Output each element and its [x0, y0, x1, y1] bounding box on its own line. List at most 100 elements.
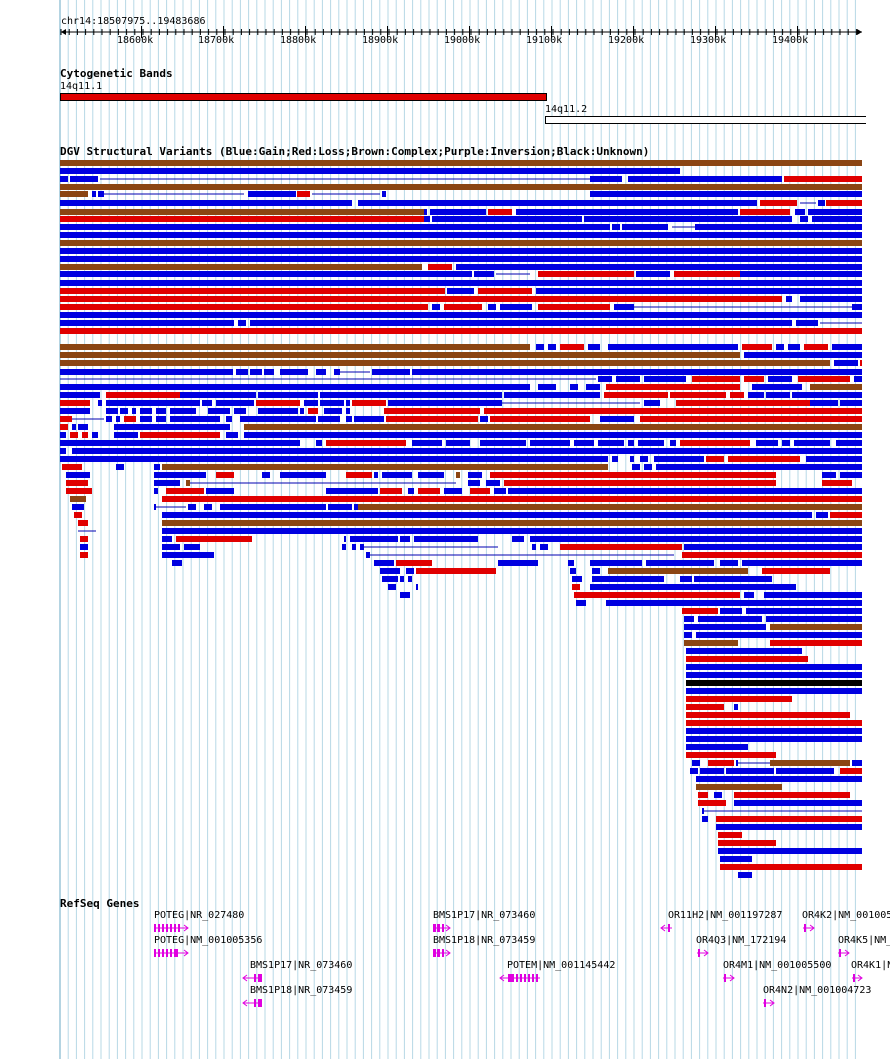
variant-bar	[674, 271, 740, 277]
variant-bar	[416, 568, 496, 574]
variant-bar	[504, 480, 776, 486]
variant-bar	[416, 584, 418, 590]
cytoband-14q11-2[interactable]	[545, 116, 866, 124]
refseq-track-title[interactable]: RefSeq Genes	[60, 897, 140, 910]
variant-row	[70, 496, 862, 502]
variant-row	[686, 744, 748, 750]
variant-bar	[490, 416, 590, 422]
variant-bar	[694, 576, 772, 582]
gene-label[interactable]: BMS1P18|NR_073459	[250, 985, 353, 996]
variant-bar	[686, 712, 850, 718]
gene-exon	[170, 924, 172, 932]
gene-label[interactable]: BMS1P17|NR_073460	[250, 960, 353, 971]
dgv-track-title[interactable]: DGV Structural Variants (Blue:Gain;Red:L…	[60, 145, 650, 158]
variant-bar	[382, 191, 386, 197]
gene-exon	[668, 924, 670, 932]
variant-bar	[430, 209, 486, 215]
variant-bar	[822, 472, 836, 478]
variant-row	[62, 464, 862, 470]
variant-bar	[444, 304, 482, 310]
variant-bar	[786, 296, 792, 302]
gene-strand-arrow	[242, 999, 248, 1007]
variant-bar	[244, 424, 862, 430]
variant-bar	[834, 360, 858, 366]
variant-row	[686, 704, 738, 710]
variant-bar	[428, 264, 452, 270]
variant-bar	[60, 296, 782, 302]
variant-bar	[720, 856, 752, 862]
variant-bar	[795, 209, 805, 215]
gene-glyph	[723, 974, 735, 982]
variant-row	[382, 576, 772, 582]
variant-bar	[216, 472, 234, 478]
gene-label[interactable]: OR4M1|NM_001005500	[723, 960, 832, 971]
gene-label[interactable]: BMS1P17|NR_073460	[433, 910, 536, 921]
variant-row	[66, 488, 862, 494]
variant-bar	[730, 392, 744, 398]
variant-bar	[70, 496, 86, 502]
gene-label[interactable]: OR4K5|NM_	[838, 935, 890, 946]
cytoband-track-title[interactable]: Cytogenetic Bands	[60, 67, 173, 80]
variant-bar	[60, 168, 680, 174]
variant-row	[60, 304, 862, 310]
gene-label[interactable]: OR11H2|NM_001197287	[668, 910, 783, 921]
variant-bar	[718, 832, 742, 838]
variant-row	[60, 168, 680, 174]
variant-bar	[116, 416, 120, 422]
variant-row	[698, 792, 850, 798]
cytoband-label: 14q11.1	[60, 81, 103, 92]
variant-bar	[676, 400, 810, 406]
variant-row	[60, 369, 862, 375]
gene-glyph	[697, 949, 709, 957]
variant-bar	[702, 816, 708, 822]
variant-bar	[236, 369, 248, 375]
cytoband-14q11-1[interactable]	[60, 93, 547, 101]
variant-bar	[156, 408, 166, 414]
tick-label: 19100k	[526, 35, 563, 46]
variant-bar	[486, 480, 500, 486]
variant-bar	[60, 392, 100, 398]
gene-label[interactable]: POTEG|NR_027480	[154, 910, 245, 921]
variant-bar	[740, 209, 790, 215]
variant-bar	[590, 560, 642, 566]
variant-bar	[352, 544, 356, 550]
gene-exon	[254, 974, 256, 982]
variant-bar	[686, 672, 862, 678]
variant-bar	[570, 384, 578, 390]
gene-label[interactable]: OR4N2|NM_001004723	[763, 985, 872, 996]
gene-label[interactable]: POTEG|NM_001005356	[154, 935, 263, 946]
variant-bar	[498, 560, 538, 566]
variant-bar	[692, 376, 740, 382]
variant-bar	[494, 488, 506, 494]
variant-bar	[590, 191, 700, 197]
gene-glyph	[660, 924, 672, 932]
variant-row	[696, 784, 782, 790]
gene-exon	[764, 999, 766, 1007]
gene-strand-arrow	[445, 949, 451, 957]
variant-row	[60, 312, 862, 318]
gene-exon	[158, 924, 160, 932]
gene-strand-arrow	[183, 949, 189, 957]
variant-bar	[588, 344, 600, 350]
gene-label[interactable]: OR4Q3|NM_172194	[696, 935, 787, 946]
variant-row	[60, 408, 862, 414]
variant-row	[74, 512, 862, 518]
variant-bar	[806, 456, 862, 462]
gene-label[interactable]: BMS1P18|NR_073459	[433, 935, 536, 946]
variant-bar	[590, 176, 622, 182]
variant-bar	[572, 584, 580, 590]
variant-bar	[388, 400, 490, 406]
variant-row	[60, 384, 862, 390]
variant-bar	[106, 408, 118, 414]
gene-exon	[433, 924, 436, 932]
variant-bar	[770, 640, 862, 646]
gene-label[interactable]: POTEM|NM_001145442	[507, 960, 616, 971]
variant-bar	[162, 464, 608, 470]
gene-label[interactable]: OR4K2|NM_001005	[802, 910, 890, 921]
variant-bar	[632, 464, 640, 470]
gene-label[interactable]: OR4K1|N	[851, 960, 890, 971]
variant-row	[60, 191, 862, 197]
variant-bar	[346, 408, 350, 414]
